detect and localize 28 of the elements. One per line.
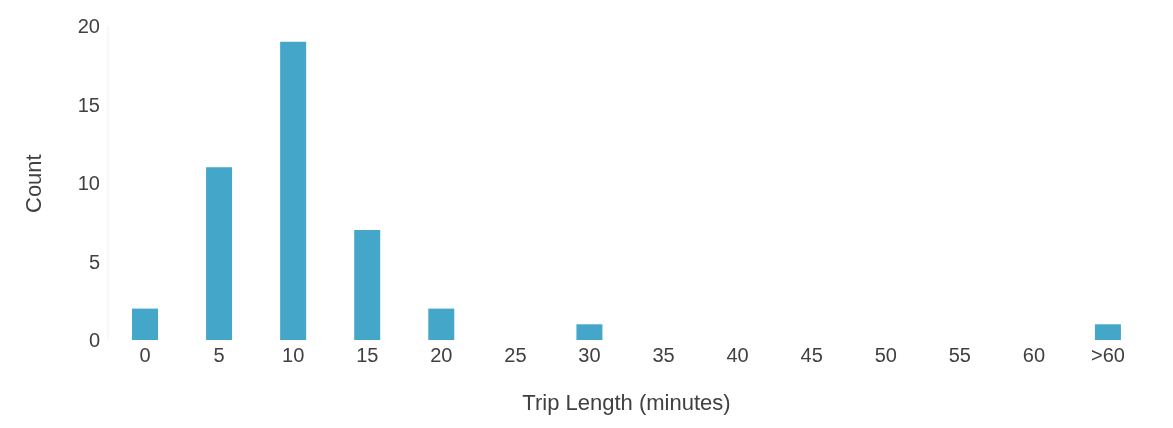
x-tick-label: 0 — [139, 344, 151, 367]
bar — [132, 308, 158, 340]
bar — [280, 41, 307, 340]
y-axis-title: Count — [20, 154, 46, 213]
x-tick-label: >60 — [1091, 344, 1125, 367]
x-tick-label: 25 — [504, 344, 527, 367]
bar — [354, 230, 381, 340]
bar — [428, 308, 455, 340]
x-tick-label: 35 — [652, 344, 675, 367]
y-tick-label: 15 — [77, 93, 100, 116]
y-tick-label: 0 — [88, 329, 100, 352]
x-axis-title: Trip Length (minutes) — [522, 390, 731, 415]
x-tick-label: 50 — [874, 344, 897, 367]
y-tick-label: 5 — [88, 250, 100, 273]
x-tick-label: 40 — [726, 344, 749, 367]
y-tick-label: 20 — [77, 15, 100, 38]
x-tick-label: 15 — [356, 344, 379, 367]
bar — [1094, 324, 1121, 340]
x-tick-label: 30 — [578, 344, 601, 367]
bar — [576, 324, 603, 340]
x-tick-label: 20 — [430, 344, 453, 367]
x-tick-label: 55 — [948, 344, 971, 367]
y-tick-label: 10 — [77, 172, 100, 195]
x-tick-label: 60 — [1022, 344, 1046, 367]
x-tick-label: 5 — [213, 344, 225, 367]
x-tick-label: 45 — [800, 344, 823, 367]
bar — [206, 167, 233, 340]
x-tick-label: 10 — [282, 344, 305, 367]
